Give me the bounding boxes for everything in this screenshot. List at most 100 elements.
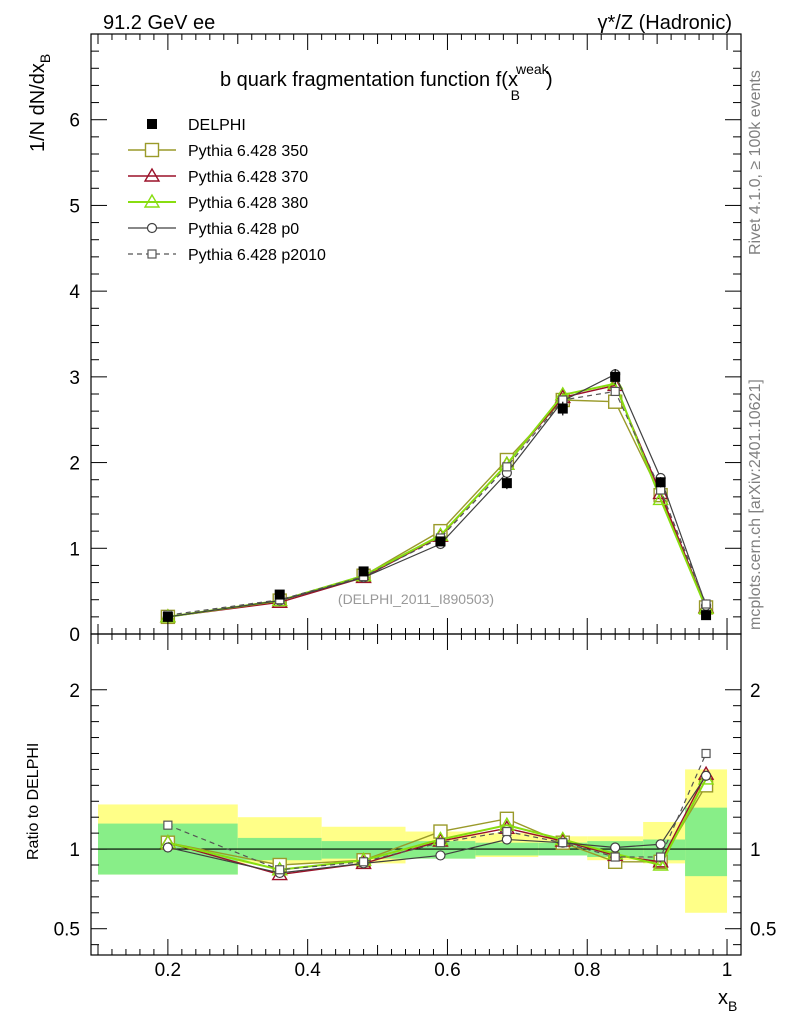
legend-label-1: Pythia 6.428 350	[188, 143, 308, 160]
chart-title-close: )	[546, 69, 553, 91]
y-tick-label-2: 2	[69, 454, 80, 475]
main-ylabel-sub: B	[37, 54, 53, 63]
mcplots-credit-label: mcplots.cern.ch [arXiv:2401.10621]	[747, 379, 764, 630]
legend-entry-4: Pythia 6.428 p0	[128, 221, 299, 238]
main-series-3	[159, 375, 715, 623]
ratio-point-5-5	[558, 838, 568, 848]
data-point-8	[701, 610, 712, 621]
x-tick-label-4: 1	[722, 960, 733, 981]
legend-marker-4	[146, 222, 158, 234]
ratio-point-5-0	[163, 820, 173, 830]
ratio-ylabel: Ratio to DELPHI	[25, 743, 42, 860]
x-tick-label-3: 0.8	[574, 960, 600, 981]
data-point-2	[358, 566, 369, 577]
x-tick-label-0: 0.2	[155, 960, 181, 981]
ratio-y-tick-label-2: 2	[69, 681, 80, 702]
ratio-point-4-8	[700, 770, 712, 781]
ratio-y-tick-label-right-0: 0.5	[750, 920, 776, 941]
legend-entry-2: Pythia 6.428 370	[128, 167, 308, 186]
ratio-point-5-3	[435, 838, 446, 848]
ratio-point-5-7	[656, 852, 666, 862]
process-label: γ*/Z (Hadronic)	[598, 12, 732, 34]
main-series-5	[163, 386, 711, 620]
legend-entry-1: Pythia 6.428 350	[128, 142, 308, 160]
main-line-2	[167, 384, 707, 618]
ratio-point-5-2	[358, 857, 369, 867]
ratio-y-tick-label-right-2: 2	[750, 681, 761, 702]
data-point-3	[435, 536, 446, 547]
legend-marker-1	[144, 142, 160, 158]
main-series-1	[160, 392, 714, 625]
data-point-1	[274, 589, 285, 600]
energy-label: 91.2 GeV ee	[103, 12, 215, 34]
ratio-point-4-4	[501, 834, 512, 845]
y-tick-label-0: 0	[69, 625, 80, 646]
main-series-2	[159, 377, 715, 623]
main-line-3	[167, 382, 707, 618]
axes: 0.2 0.4 0.6 0.8 1 0 1 2 3 4 5 6 0.5 0.5 1 1 2 2	[54, 33, 776, 981]
ratio-point-5-6	[610, 852, 620, 862]
legend-marker-2	[143, 167, 161, 182]
y-tick-label-5: 5	[69, 196, 80, 217]
legend-label-2: Pythia 6.428 370	[188, 169, 308, 186]
x-tick-label-1: 0.4	[294, 960, 321, 981]
ratio-point-4-0	[162, 842, 173, 853]
ratio-ylabel-text: Ratio to DELPHI	[25, 743, 42, 860]
legend-marker-0	[147, 119, 157, 129]
y-tick-label-6: 6	[69, 111, 80, 132]
series-layer	[159, 369, 715, 881]
ratio-point-4-7	[655, 839, 666, 850]
ratio-y-tick-label-0: 0.5	[54, 920, 80, 941]
xlabel: xB	[718, 987, 737, 1014]
chart-title-sup: weak	[515, 61, 550, 77]
ratio-point-5-1	[275, 865, 285, 875]
legend-entry-3: Pythia 6.428 380	[128, 193, 308, 212]
main-point-5-4	[502, 462, 512, 472]
x-tick-label-2: 0.6	[434, 960, 460, 981]
chart-title-text: b quark fragmentation function f(x	[220, 69, 518, 91]
main-point-5-6	[610, 386, 620, 397]
xlabel-text: x	[718, 987, 728, 1009]
chart-title: b quark fragmentation function f(xweak B)	[220, 61, 553, 103]
legend-label-5: Pythia 6.428 p2010	[188, 247, 326, 264]
legend: DELPHI Pythia 6.428 350 Pythia 6.428 370 Py…	[128, 117, 326, 264]
stat-band-8	[685, 807, 728, 877]
ratio-point-5-8	[701, 748, 711, 759]
main-line-5	[167, 390, 707, 616]
ratio-point-4-3	[435, 850, 446, 861]
svg-text:1/N dN/dxB: 1/N dN/dxB	[27, 54, 53, 152]
ratio-y-tick-label-1: 1	[69, 840, 80, 861]
data-point-6	[610, 371, 621, 382]
legend-marker-3	[143, 193, 161, 208]
ratio-point-3-7	[652, 856, 669, 871]
y-tick-label-4: 4	[69, 282, 80, 303]
legend-label-0: DELPHI	[188, 117, 246, 134]
main-ylabel-text: 1/N dN/dx	[27, 63, 49, 152]
ratio-point-4-6	[610, 842, 621, 853]
rivet-version-label: Rivet 4.1.0, ≥ 100k events	[747, 70, 764, 255]
ratio-frame	[90, 633, 742, 956]
ratio-series-5	[163, 748, 711, 875]
data-point-7	[655, 477, 666, 488]
ratio-y-tick-label-right-1: 1	[750, 840, 761, 861]
y-tick-label-1: 1	[69, 539, 80, 560]
data-point-0	[162, 611, 173, 622]
main-ylabel: 1/N dN/dxB	[27, 54, 53, 152]
legend-marker-5	[147, 249, 157, 259]
main-line-1	[167, 399, 707, 618]
data-point-4	[501, 478, 512, 489]
main-series-4	[162, 369, 712, 622]
legend-label-3: Pythia 6.428 380	[188, 195, 308, 212]
xlabel-sub: B	[728, 998, 737, 1014]
data-point-5	[557, 403, 568, 414]
y-tick-label-3: 3	[69, 368, 80, 389]
analysis-watermark: (DELPHI_2011_I890503)	[338, 591, 494, 607]
legend-entry-0: DELPHI	[147, 117, 246, 134]
legend-entry-5: Pythia 6.428 p2010	[128, 247, 326, 264]
ratio-uncertainty-bands	[97, 769, 728, 913]
main-point-5-8	[701, 599, 711, 609]
chart-title-sub: B	[511, 87, 520, 103]
legend-label-4: Pythia 6.428 p0	[188, 221, 299, 238]
ratio-point-5-4	[502, 826, 512, 837]
